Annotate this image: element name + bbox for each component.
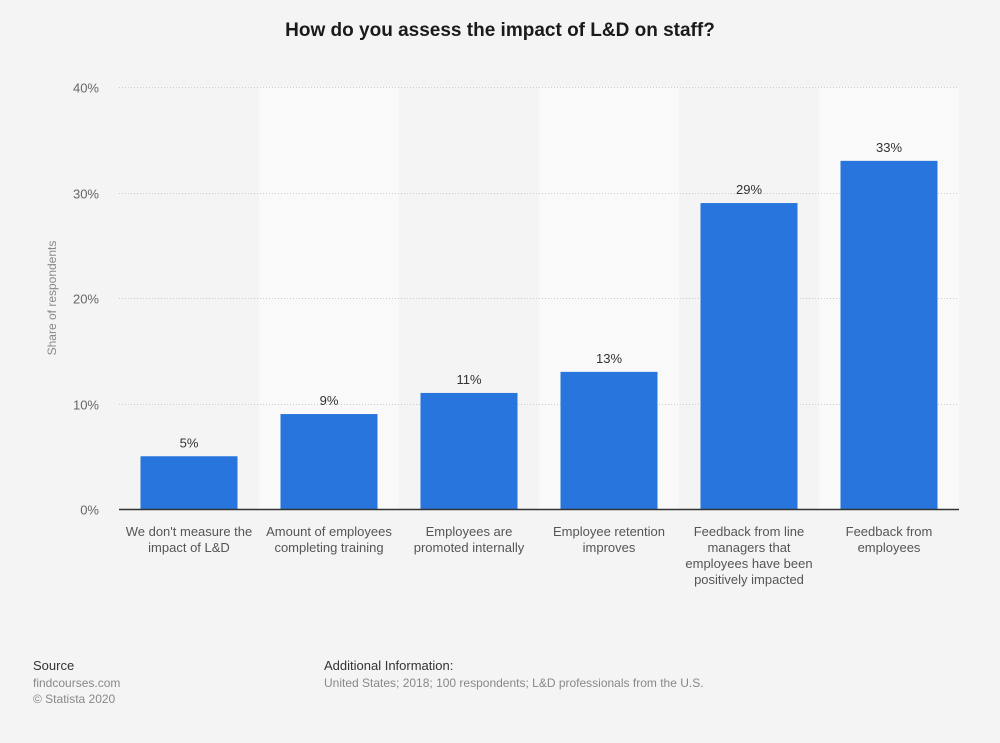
chart-title: How do you assess the impact of L&D on s…: [285, 20, 715, 41]
y-tick-label: 20%: [73, 292, 99, 307]
x-tick-label: We don't measure the impact of L&D: [125, 524, 253, 555]
x-tick-label: Feedback from employees: [845, 524, 933, 555]
copyright: © Statista 2020: [33, 692, 116, 706]
y-tick-label: 30%: [73, 187, 99, 202]
data-label: 29%: [736, 182, 762, 197]
source-heading: Source: [33, 658, 75, 673]
bar[interactable]: [840, 160, 938, 509]
x-tick-label: Amount of employees completing training: [266, 524, 392, 555]
y-tick-label: 40%: [73, 81, 99, 96]
data-label: 11%: [456, 372, 481, 387]
additional-info-heading: Additional Information:: [324, 658, 454, 673]
bar[interactable]: [420, 392, 518, 509]
bar[interactable]: [140, 456, 238, 509]
x-tick-label: Employee retention improves: [552, 524, 665, 555]
data-label: 9%: [320, 393, 339, 408]
x-tick-label: Feedback from line managers that employe…: [685, 524, 813, 587]
x-tick-label: Employees are promoted internally: [413, 524, 525, 555]
data-label: 33%: [876, 140, 902, 155]
additional-info-text: United States; 2018; 100 respondents; L&…: [324, 676, 704, 690]
data-label: 13%: [596, 351, 622, 366]
data-label: 5%: [180, 435, 199, 450]
source-name: findcourses.com: [33, 676, 121, 690]
y-tick-label: 0%: [80, 503, 99, 518]
bar[interactable]: [700, 203, 798, 510]
y-axis-label: Share of respondents: [45, 241, 59, 356]
bar[interactable]: [560, 371, 658, 509]
y-tick-label: 10%: [73, 398, 99, 413]
bar[interactable]: [280, 414, 378, 509]
